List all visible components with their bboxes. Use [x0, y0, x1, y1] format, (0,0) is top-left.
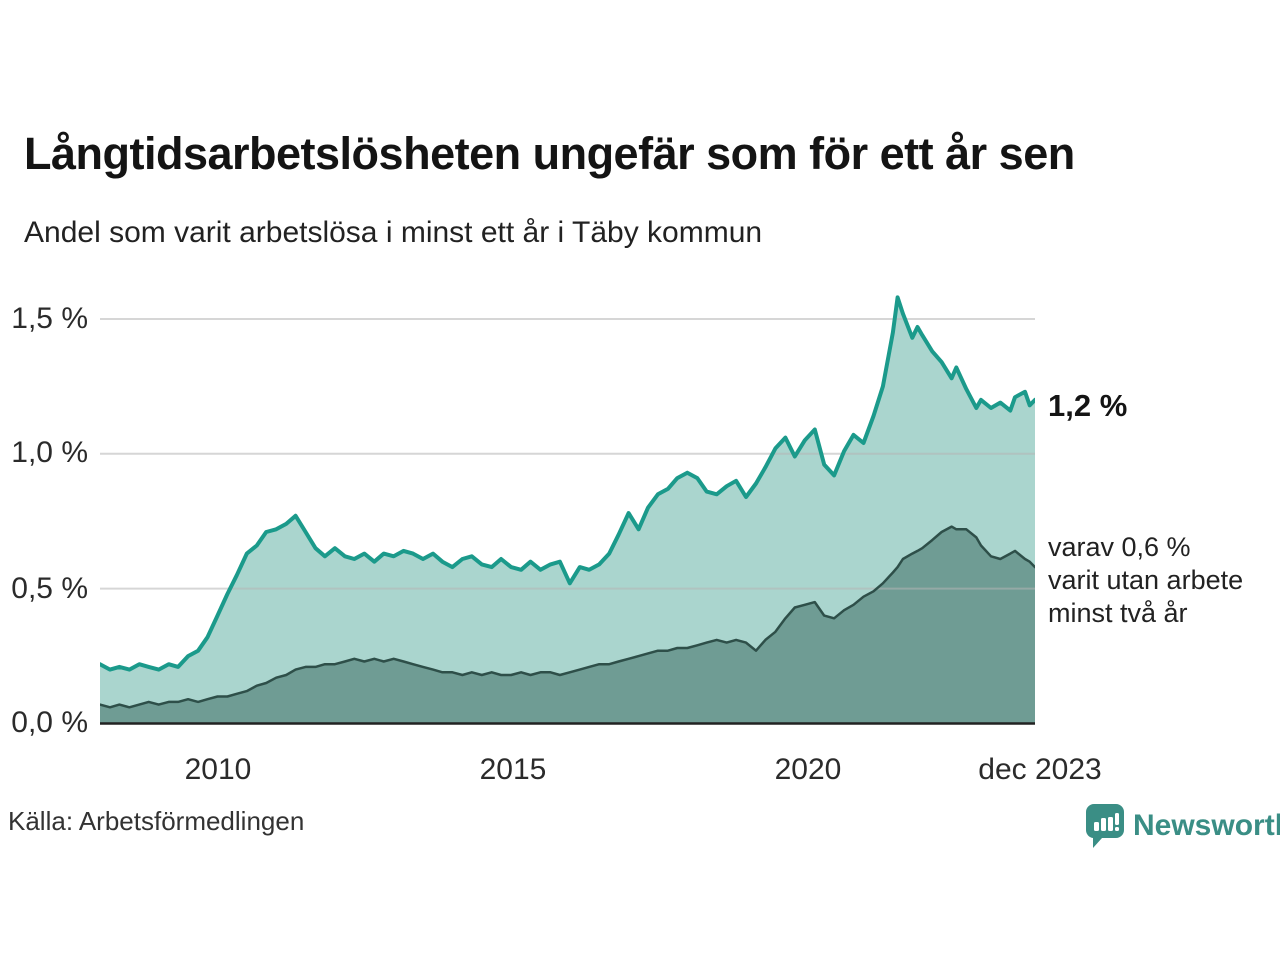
y-tick-1-5: 1,5 %	[11, 302, 88, 335]
two-year-series-label: varav 0,6 % varit utan arbete minst två …	[1048, 531, 1243, 630]
newsworthy-logo-text: Newsworthy	[1133, 809, 1280, 842]
y-tick-0-0: 0,0 %	[11, 706, 88, 739]
x-tick-dec-2023: dec 2023	[978, 753, 1102, 786]
latest-value-label: 1,2 %	[1048, 388, 1128, 423]
two-year-label-line-1: varav 0,6 %	[1048, 532, 1191, 562]
source-attribution: Källa: Arbetsförmedlingen	[8, 806, 305, 836]
x-tick-2020: 2020	[774, 753, 842, 786]
two-year-label-line-3: minst två år	[1048, 598, 1188, 628]
area-chart-plot	[100, 295, 1035, 725]
chart-subtitle: Andel som varit arbetslösa i minst ett å…	[24, 216, 763, 249]
two-year-label-line-2: varit utan arbete	[1048, 565, 1244, 595]
y-tick-1-0: 1,0 %	[11, 436, 88, 469]
bar-chart-speech-bubble-icon	[1085, 804, 1124, 848]
x-tick-2015: 2015	[479, 753, 547, 786]
newsworthy-logo: Newsworthy	[1085, 804, 1280, 848]
chart-title: Långtidsarbetslösheten ungefär som för e…	[24, 128, 1075, 179]
y-tick-0-5: 0,5 %	[11, 572, 88, 605]
x-tick-2010: 2010	[184, 753, 252, 786]
